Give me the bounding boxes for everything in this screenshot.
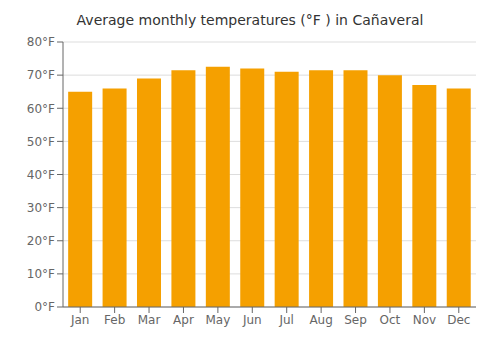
svg-text:Jan: Jan: [70, 313, 90, 327]
svg-text:May: May: [205, 313, 230, 327]
svg-text:Apr: Apr: [173, 313, 194, 327]
svg-text:Jul: Jul: [278, 313, 293, 327]
svg-text:20°F: 20°F: [27, 234, 55, 248]
svg-text:Dec: Dec: [447, 313, 470, 327]
svg-text:Feb: Feb: [104, 313, 125, 327]
svg-text:10°F: 10°F: [27, 267, 55, 281]
svg-text:40°F: 40°F: [27, 168, 55, 182]
svg-text:0°F: 0°F: [34, 300, 55, 314]
svg-text:Oct: Oct: [380, 313, 401, 327]
svg-text:Nov: Nov: [413, 313, 436, 327]
svg-text:70°F: 70°F: [27, 68, 55, 82]
svg-text:60°F: 60°F: [27, 102, 55, 116]
svg-text:Aug: Aug: [309, 313, 332, 327]
svg-text:30°F: 30°F: [27, 201, 55, 215]
svg-text:Mar: Mar: [138, 313, 161, 327]
svg-text:Jun: Jun: [242, 313, 262, 327]
svg-text:80°F: 80°F: [27, 35, 55, 49]
svg-text:Sep: Sep: [344, 313, 367, 327]
html-text:Average monthly temperatures (: Average monthly temperatures (°F ) in Ca…: [76, 12, 424, 28]
svg-text:50°F: 50°F: [27, 135, 55, 149]
